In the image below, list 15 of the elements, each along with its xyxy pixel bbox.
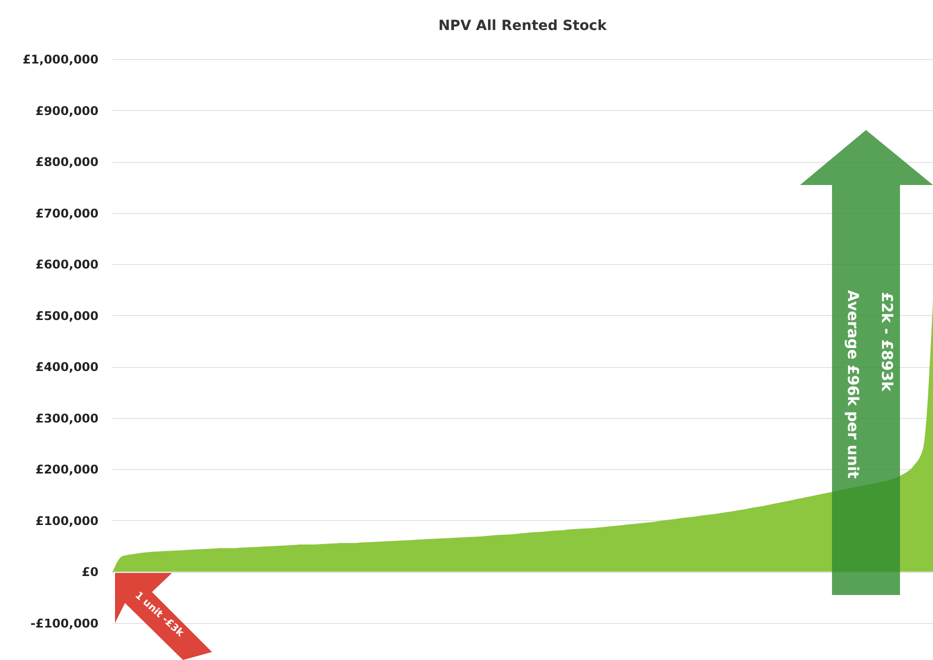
y-tick-label: £400,000 [35,360,98,374]
annotation: £2k - £893k [878,292,896,392]
chart-title: NPV All Rented Stock [438,18,608,34]
y-tick-label: £0 [82,565,98,580]
y-tick-label: £500,000 [35,308,98,323]
y-tick-label: £300,000 [35,411,98,426]
y-tick-label: £900,000 [35,104,98,118]
y-tick-label: -£100,000 [30,616,98,630]
y-tick-label: £700,000 [35,206,98,220]
annotation: Average £96k per unit [844,290,862,478]
y-tick-label: £200,000 [35,462,98,477]
y-tick-label: £600,000 [35,258,98,272]
y-tick-label: £100,000 [35,514,98,528]
y-tick-label: £1,000,000 [22,52,98,66]
y-tick-label: £800,000 [35,155,98,170]
